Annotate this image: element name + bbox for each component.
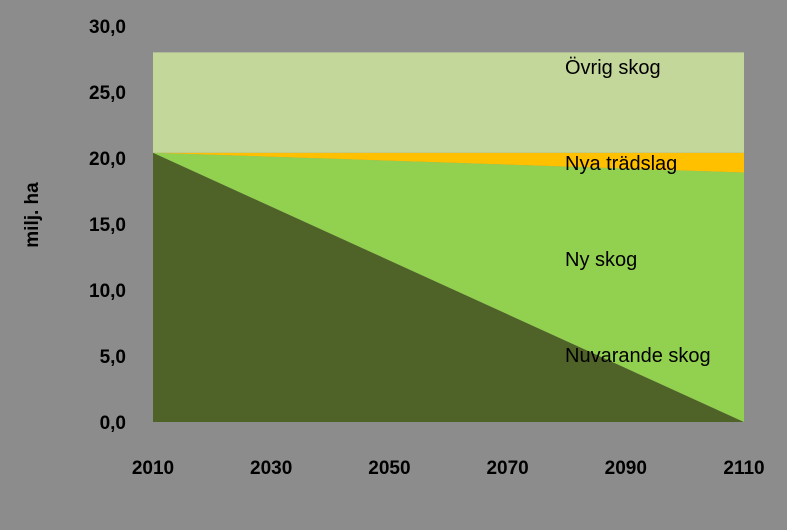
y-tick-label: 25,0: [89, 83, 126, 104]
series-label-3: Övrig skog: [565, 57, 661, 79]
x-tick-label: 2070: [486, 458, 528, 479]
area-series-0: [153, 152, 744, 422]
x-tick-label: 2010: [132, 458, 174, 479]
y-tick-label: 5,0: [100, 347, 126, 368]
areas-layer: [153, 52, 744, 422]
x-tick-label: 2110: [723, 458, 764, 479]
y-tick-label: 30,0: [89, 17, 126, 38]
series-label-2: Nya trädslag: [565, 153, 677, 175]
series-label-0: Nuvarande skog: [565, 345, 711, 367]
y-axis-ticks: 0,0 5,0 10,0 15,0 20,0 25,0 30,0: [89, 17, 126, 434]
x-tick-label: 2050: [368, 458, 410, 479]
x-tick-label: 2030: [250, 458, 292, 479]
x-axis-ticks: 2010 2030 2050 2070 2090 2110: [132, 458, 765, 479]
series-label-1: Ny skog: [565, 249, 637, 271]
y-tick-label: 20,0: [89, 149, 126, 170]
area-series-1: [153, 152, 744, 422]
y-tick-label: 0,0: [100, 413, 126, 434]
y-tick-label: 15,0: [89, 215, 126, 236]
x-tick-label: 2090: [605, 458, 647, 479]
series-labels: Nuvarande skog Ny skog Nya trädslag Övrig s…: [565, 57, 711, 367]
area-series-2: [153, 152, 744, 173]
area-series-3: [153, 52, 744, 153]
y-axis-label: milj. ha: [22, 182, 43, 248]
y-tick-label: 10,0: [89, 281, 126, 302]
